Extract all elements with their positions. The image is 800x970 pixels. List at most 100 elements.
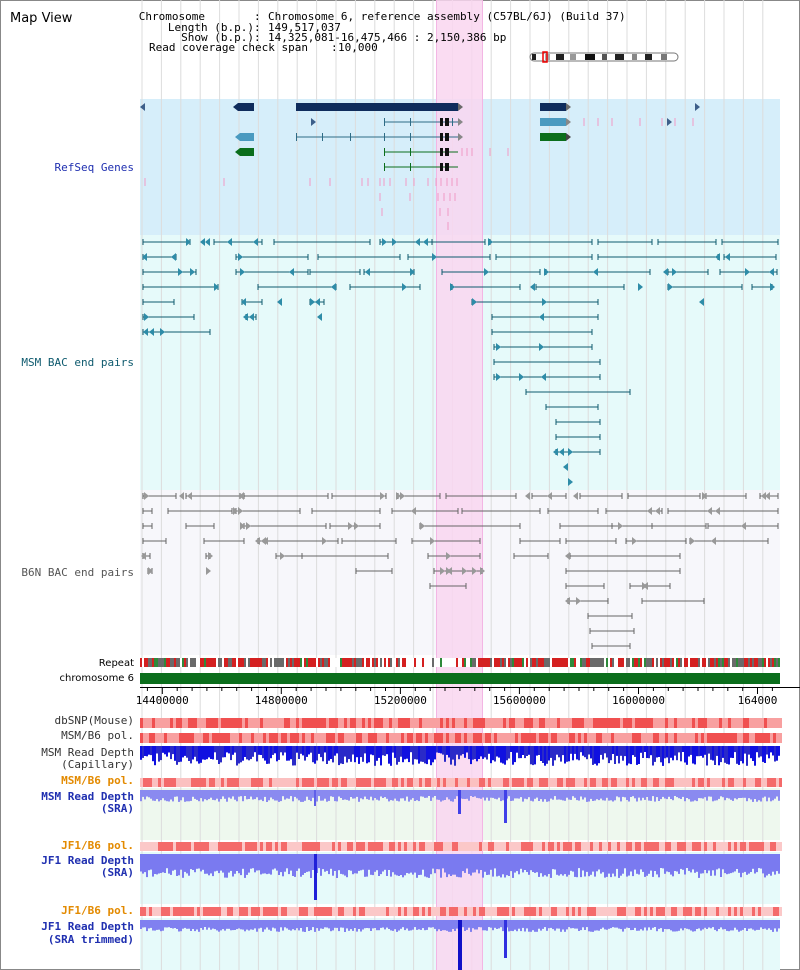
dbsnp-heat-cell (752, 718, 755, 728)
gene-block[interactable] (540, 103, 566, 111)
repeat-element (494, 658, 496, 667)
gene-block[interactable] (540, 118, 566, 126)
capillary-depth-bar (216, 746, 218, 760)
jf1-pol-heat-cell (542, 842, 545, 851)
jf1-sra-depth-bar (296, 854, 298, 871)
jf1-trim-depth-bar (186, 920, 188, 929)
jf1-pol2-heat-cell (674, 907, 677, 916)
gene-block[interactable] (238, 103, 254, 111)
msm-sra-depth-bar (534, 790, 536, 799)
capillary-depth-bar (604, 746, 606, 754)
msm-sra-depth-bar (144, 790, 146, 800)
repeat-track[interactable] (140, 658, 780, 667)
chromosome-ideogram[interactable] (529, 51, 679, 63)
gene-block[interactable] (240, 148, 254, 156)
jf1-sra-depth-bar (544, 854, 546, 876)
msm-sra-depth-bar (394, 790, 396, 799)
jf1-trim-depth-peak[interactable] (458, 920, 462, 970)
msm-sra-depth-peak[interactable] (504, 790, 507, 823)
jf1-pol-heat-cell (503, 842, 506, 851)
jf1-pol2-heat-cell (599, 907, 602, 916)
msm-pol-heat-cell (221, 733, 224, 743)
chromosome-bar[interactable] (140, 673, 780, 684)
jf1-trim-depth-bar (206, 920, 208, 930)
jf1-trim-depth-bar (762, 920, 764, 929)
capillary-depth-bar (578, 746, 580, 761)
repeat-element (348, 658, 350, 667)
jf1-pol2-heat-cell (323, 907, 326, 916)
msm-sra-depth-bar (722, 790, 724, 798)
msm-sra-depth-bar (334, 790, 336, 802)
jf1-pol-heat-cell (629, 842, 632, 851)
msm-sra-depth-bar (270, 790, 272, 798)
msm-sra-depth-bar (240, 790, 242, 797)
jf1-sra-depth-bar (400, 854, 402, 875)
msm-pol-heat-cell (776, 733, 779, 743)
jf1-sra-depth-bar (156, 854, 158, 875)
msm-bac-end-arrow (144, 313, 149, 321)
msm-sra-depth-bar (388, 790, 390, 802)
jf1-sra-depth-bar (770, 854, 772, 876)
gene-block[interactable] (240, 133, 254, 141)
capillary-depth-bar (420, 746, 422, 762)
jf1-sra-depth-bar (428, 854, 430, 878)
jf1-trim-depth-peak[interactable] (504, 920, 507, 958)
jf1-trim-depth-bar (678, 920, 680, 931)
capillary-depth-bar (248, 746, 250, 761)
msm-sra-depth-bar (416, 790, 418, 801)
jf1-pol2-heat-cell (221, 907, 224, 916)
capillary-depth-bar (610, 746, 612, 761)
capillary-depth-bar (156, 746, 158, 754)
msm-sra-depth-bar (424, 790, 426, 798)
jf1-pol2-heat-cell (461, 907, 464, 916)
msm-pol-heat-cell (569, 733, 572, 743)
refseq-genes-track[interactable] (140, 103, 700, 230)
msm-pol-heat-cell (668, 733, 671, 743)
jf1-trim-depth-bar (392, 920, 394, 931)
lower-tracks[interactable] (140, 718, 782, 970)
msm-bac-end-pairs-track[interactable] (142, 238, 779, 486)
msm-sra-depth-bar (202, 790, 204, 802)
gene-block[interactable] (540, 133, 566, 141)
capillary-depth-bar (168, 746, 170, 753)
jf1-sra-depth-bar (716, 854, 718, 870)
capillary-depth-bar (524, 746, 526, 759)
msm-sra-depth-bar (728, 790, 730, 799)
msm-pol2-heat-cell (449, 778, 452, 787)
jf1-trim-depth-bar (236, 920, 238, 930)
msm-bac-end-arrow (277, 298, 282, 306)
jf1-trim-depth-bar (330, 920, 332, 932)
jf1-pol-heat-cell (224, 842, 227, 851)
dbsnp-heat-cell (533, 718, 536, 728)
repeat-element (626, 658, 628, 667)
msm-sra-depth-bar (448, 790, 450, 800)
msm-sra-depth-bar (674, 790, 676, 796)
jf1-trim-depth-bar (370, 920, 372, 931)
repeat-element (376, 658, 378, 667)
b6n-bac-end-pairs-track[interactable] (141, 492, 779, 649)
jf1-sra-depth-bar (530, 854, 532, 871)
msm-pol-heat-cell (629, 733, 632, 743)
gene-block-large[interactable] (296, 103, 458, 111)
msm-pol-heat-cell (533, 733, 536, 743)
b6n-bac-end-arrow (179, 492, 184, 500)
msm-pol2-heat-cell (479, 778, 482, 787)
repeat-element (580, 658, 582, 667)
jf1-sra-depth-peak[interactable] (314, 854, 317, 900)
jf1-sra-depth-bar (708, 854, 710, 871)
jf1-sra-depth-bar (416, 854, 418, 878)
capillary-depth-bar (602, 746, 604, 760)
repeat-element (388, 658, 390, 667)
selected-region-highlight[interactable] (436, 0, 483, 970)
ideogram-position-marker[interactable] (542, 51, 548, 63)
repeat-element (214, 658, 216, 667)
b6n-bac-end-arrow (565, 552, 570, 560)
exon (410, 148, 411, 156)
capillary-depth-bar (418, 746, 420, 764)
msm-pol-heat-cell (212, 733, 215, 743)
msm-sra-depth-bar (646, 790, 648, 797)
msm-pol-heat-cell (305, 733, 308, 743)
jf1-sra-depth-bar (566, 854, 568, 877)
msm-sra-depth-peak[interactable] (458, 790, 461, 814)
